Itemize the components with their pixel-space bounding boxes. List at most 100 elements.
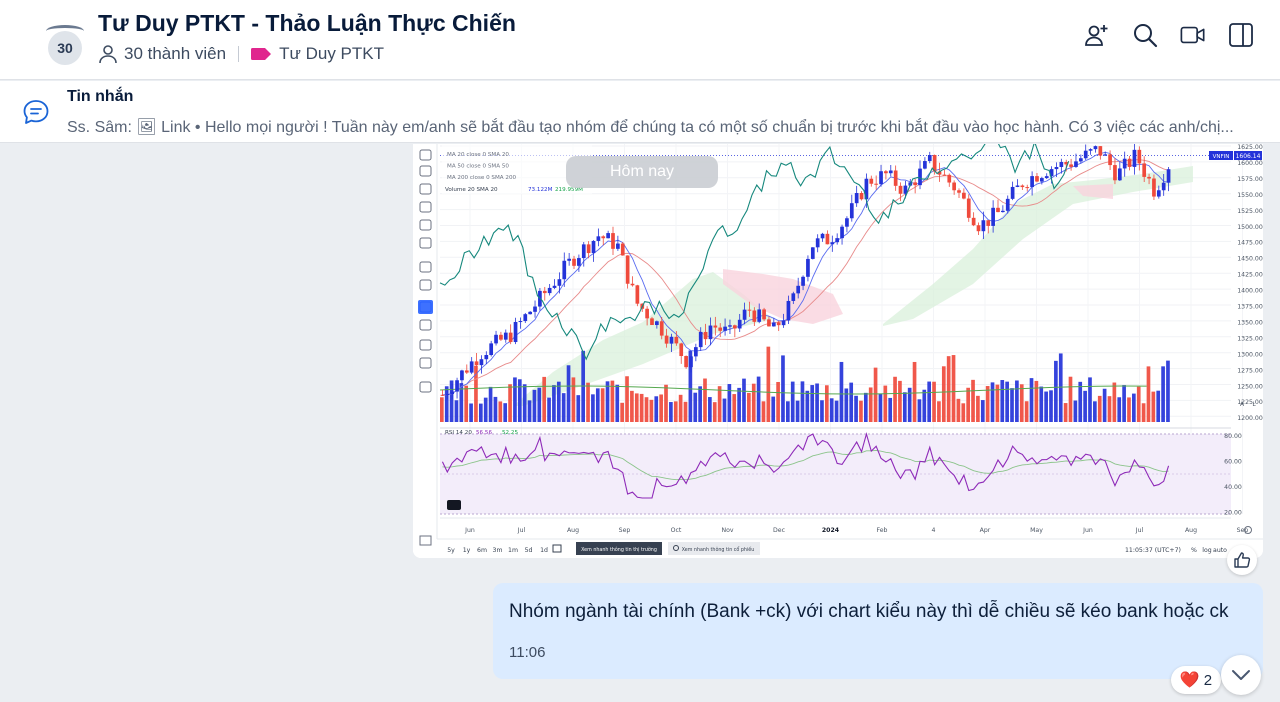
candle-body	[1132, 149, 1137, 167]
chart-image-message[interactable]: 1625.00 1600.00 1575.00 1550.00 1525.00 1500.…	[413, 144, 1263, 558]
volume-bar	[1117, 397, 1122, 422]
candle-body	[591, 240, 596, 254]
member-count[interactable]: 30 thành viên	[124, 44, 227, 63]
candle-body	[1049, 169, 1054, 177]
candle-body	[479, 359, 484, 366]
candle-body	[923, 161, 927, 169]
tool-icon	[419, 149, 432, 161]
candle-body	[1083, 150, 1088, 159]
volume-bar	[556, 381, 561, 422]
reaction-badge[interactable]: ❤️ 2	[1171, 666, 1221, 694]
volume-bar	[610, 380, 615, 422]
volume-bar	[708, 397, 712, 422]
volume-bar	[644, 397, 649, 422]
ichimoku-cloud-down	[723, 269, 843, 324]
volume-bar	[527, 400, 532, 422]
volume-bar	[659, 394, 663, 422]
month-label: Jun	[464, 527, 475, 534]
candle-body	[1010, 186, 1015, 199]
candle-body	[893, 170, 898, 186]
tradingview-chart: 1625.00 1600.00 1575.00 1550.00 1525.00 1500.…	[413, 144, 1263, 558]
volume-bar	[605, 381, 610, 422]
volume-bar	[1019, 384, 1024, 422]
message-bubble[interactable]: Nhóm ngành tài chính (Bank +ck) với char…	[493, 583, 1263, 679]
volume-bar	[576, 395, 581, 422]
month-label: Oct	[671, 527, 682, 534]
reaction-count: 2	[1203, 671, 1213, 689]
volume-bar	[1166, 360, 1170, 422]
rsi-line	[441, 431, 1170, 499]
volume-bar	[990, 382, 995, 422]
volume-bar	[634, 393, 639, 422]
volume-bar	[863, 392, 868, 422]
volume-bar	[971, 379, 975, 422]
candle-body	[771, 322, 776, 327]
volume-bar	[1093, 401, 1097, 422]
price-tick: 1400.00	[1237, 288, 1263, 295]
calendar-icon	[552, 544, 562, 553]
candle-body	[552, 285, 557, 288]
candle-body	[820, 233, 825, 239]
candle-body	[1142, 163, 1147, 177]
candle-body	[1161, 182, 1166, 191]
candle-body	[1044, 176, 1049, 179]
volume-bar	[761, 401, 766, 422]
volume-bar	[854, 395, 858, 422]
month-label: Apr	[980, 527, 991, 534]
search-icon[interactable]	[1132, 21, 1158, 49]
price-tick: 1225.00	[1237, 399, 1263, 406]
candle-body	[776, 322, 781, 326]
candle-body	[1069, 164, 1073, 167]
candle-body	[796, 285, 801, 294]
side-letter-l: L	[1252, 401, 1256, 408]
group-tag[interactable]: Tư Duy PTKT	[279, 44, 384, 63]
tool-icon	[419, 319, 432, 331]
volume-bar	[756, 376, 761, 422]
video-call-icon[interactable]	[1180, 21, 1206, 49]
price-tick: 1300.00	[1237, 351, 1263, 358]
candle-body	[1054, 167, 1059, 170]
pinned-message-bar[interactable]	[0, 81, 1280, 143]
volume-bar	[561, 393, 566, 422]
volume-bar	[566, 365, 571, 422]
volume-bar	[591, 394, 595, 422]
candle-body	[635, 285, 640, 304]
month-label: 2024	[822, 527, 840, 534]
candle-body	[927, 155, 932, 162]
thumbs-up-icon[interactable]	[1227, 545, 1257, 575]
candle-body	[1152, 178, 1156, 197]
volume-bar	[1088, 377, 1092, 422]
price-tick: 1325.00	[1237, 335, 1263, 342]
candle-body	[464, 370, 469, 373]
tool-icon	[419, 381, 432, 393]
volume-bar	[464, 385, 469, 422]
volume-bar	[980, 400, 985, 422]
volume-bar	[859, 400, 863, 422]
candle-body	[440, 394, 445, 396]
volume-bar	[976, 395, 980, 422]
stock-info-button	[668, 542, 760, 555]
volume-label: Volume 20 SMA 20	[445, 187, 498, 193]
group-title[interactable]: Tư Duy PTKT - Thảo Luận Thực Chiến	[98, 10, 516, 36]
candle-body	[562, 260, 567, 280]
candle-body	[835, 238, 840, 243]
candle-body	[1059, 161, 1064, 168]
scroll-to-bottom-button[interactable]	[1221, 655, 1261, 695]
volume-bar	[810, 385, 815, 422]
sidebar-toggle-icon[interactable]	[1228, 21, 1254, 49]
volume-bar	[829, 398, 834, 422]
candle-body	[737, 319, 742, 329]
volume-bar	[649, 399, 654, 422]
candle-body	[703, 331, 708, 340]
volume-bar	[522, 384, 527, 422]
volume-bar	[834, 400, 839, 422]
group-avatar[interactable]: 30	[46, 25, 84, 65]
candle-body	[1035, 176, 1039, 182]
candle-body	[586, 244, 591, 254]
add-member-icon[interactable]	[1084, 21, 1110, 49]
candle-body	[1040, 178, 1044, 182]
pinned-preview[interactable]: Ss. Sâm: 🖼 Link • Hello mọi người ! Tuần…	[67, 119, 1234, 136]
volume-bar	[683, 401, 688, 422]
volume-bar	[478, 403, 483, 422]
